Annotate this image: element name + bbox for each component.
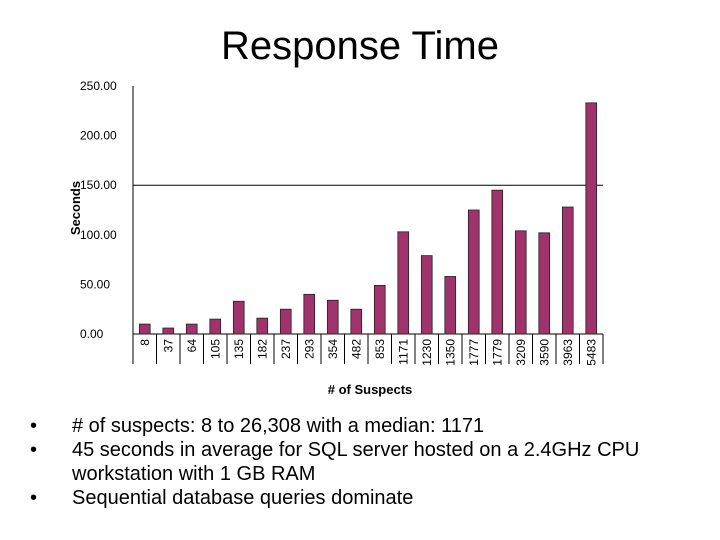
bar [397,231,410,335]
bar [209,318,222,335]
bullet-item: # of suspects: 8 to 26,308 with a median… [30,414,700,438]
x-tick-label: 482 [349,339,363,359]
x-tick-label: 8 [138,339,152,346]
bullet-list: # of suspects: 8 to 26,308 with a median… [30,414,700,510]
bar [514,230,527,335]
bar [138,323,151,335]
x-tick-label: 3590 [537,339,551,366]
x-tick-label: 293 [302,339,316,359]
bullet-item: Sequential database queries dominate [30,486,700,510]
bar [444,276,457,335]
x-tick-label: 64 [185,339,199,353]
x-tick-label: 135 [232,339,246,359]
y-axis-label: Seconds [68,181,83,235]
bar [467,209,480,335]
x-tick-label: 182 [255,339,269,359]
bar [350,308,363,335]
bar [279,308,292,335]
bullet-item: 45 seconds in average for SQL server hos… [30,438,700,486]
x-tick-label: 1777 [467,339,481,366]
slide-title: Response Time [221,24,499,68]
bar [491,189,504,335]
bar [232,300,245,335]
x-tick-label: 1350 [443,339,457,366]
bar [585,102,598,335]
response-time-chart: 0.00 50.00 100.00 150.00 200.00 250.00 8 37 64 1… [68,79,604,397]
y-tick-label: 250.00 [80,79,117,93]
x-tick-label: 105 [208,339,222,359]
y-tick-label: 150.00 [80,178,117,192]
x-tick-label: 5483 [584,339,598,366]
bar [303,293,316,335]
bar [162,327,175,335]
y-tick-label: 0.00 [80,327,104,341]
x-tick-label: 37 [161,339,175,353]
bar [420,255,433,335]
x-tick-label: 3209 [514,339,528,366]
x-tick-label: 853 [373,339,387,359]
x-tick-label: 237 [279,339,293,359]
bar [373,284,386,335]
x-tick-label: 1171 [396,339,410,365]
y-tick-label: 50.00 [80,277,110,291]
y-tick-label: 100.00 [80,228,117,242]
y-tick-label: 200.00 [80,129,117,143]
bar [326,299,339,335]
bar [256,317,269,335]
x-tick-label: 354 [326,339,340,359]
x-axis-label: # of Suspects [328,382,413,397]
bar [561,206,574,335]
x-tick-label: 1779 [490,339,504,366]
x-tick-label: 1230 [420,339,434,366]
bar [538,232,551,335]
x-tick-label: 3963 [561,339,575,366]
bar [185,323,198,335]
